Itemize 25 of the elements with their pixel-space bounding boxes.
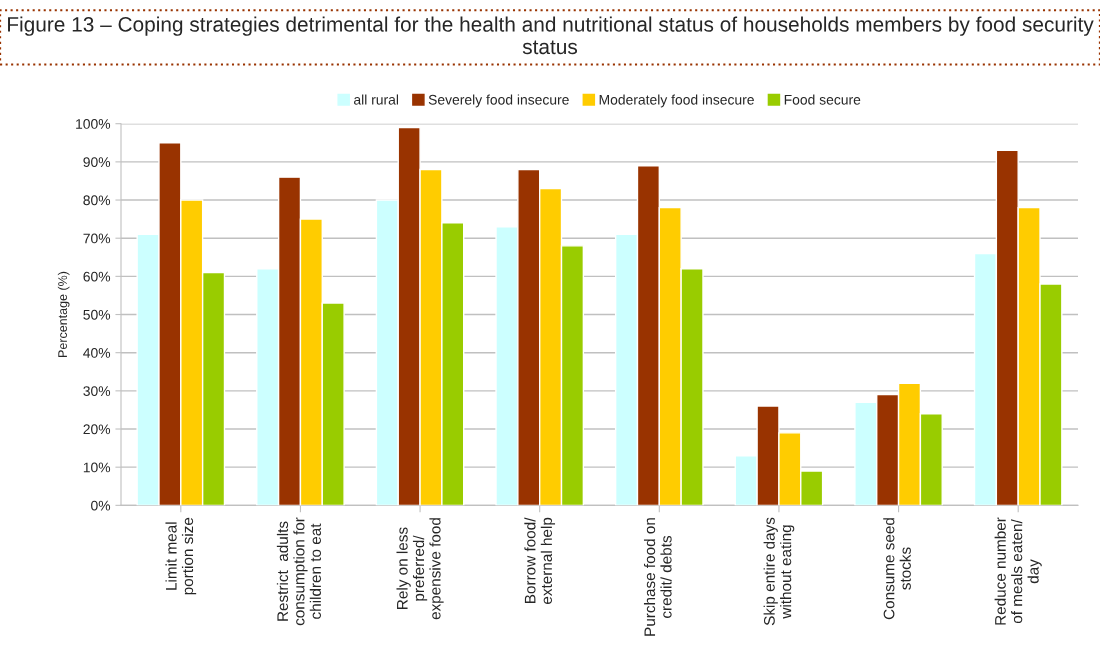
y-tick-label: 100% bbox=[76, 119, 111, 129]
y-tick-label: 70% bbox=[83, 233, 111, 244]
x-tick-label: Restrict adults consumption for children to eat bbox=[276, 517, 321, 626]
x-tick-label: Reduce number of meals eaten/ day bbox=[994, 517, 1042, 625]
y-tick-label: 50% bbox=[83, 309, 111, 320]
legend-label: Severely food insecure bbox=[428, 94, 569, 108]
y-tick-label: 40% bbox=[83, 348, 111, 358]
y-tick-label: 90% bbox=[83, 157, 111, 168]
legend-label: all rural bbox=[354, 94, 399, 105]
x-tick-label: Rely on less preferred/ expensive food bbox=[396, 518, 444, 620]
y-tick-label: 20% bbox=[83, 424, 111, 435]
x-tick-label: Borrow food/ external help bbox=[524, 517, 556, 604]
legend-label: Food secure bbox=[784, 94, 861, 105]
y-tick-label: 30% bbox=[83, 386, 111, 397]
y-tick-label: 60% bbox=[83, 271, 111, 282]
x-tick-label: Purchase food on credit/ debts bbox=[643, 518, 672, 636]
legend-label: Moderately food insecure bbox=[599, 94, 754, 108]
y-tick-label: 0% bbox=[91, 500, 111, 511]
y-tick-label: 10% bbox=[83, 462, 111, 473]
y-axis-title: Percentage (%) bbox=[57, 271, 70, 357]
x-tick-label: Limit meal portion size bbox=[165, 517, 197, 595]
x-tick-label: Skip entire days without eating bbox=[763, 517, 795, 626]
chart-title: Figure 13 – Coping strategies detrimental for the health and nutritional status of households members by food security status bbox=[8, 16, 1094, 55]
x-tick-label: Consume seed stocks bbox=[883, 518, 911, 620]
y-tick-label: 80% bbox=[83, 195, 111, 206]
